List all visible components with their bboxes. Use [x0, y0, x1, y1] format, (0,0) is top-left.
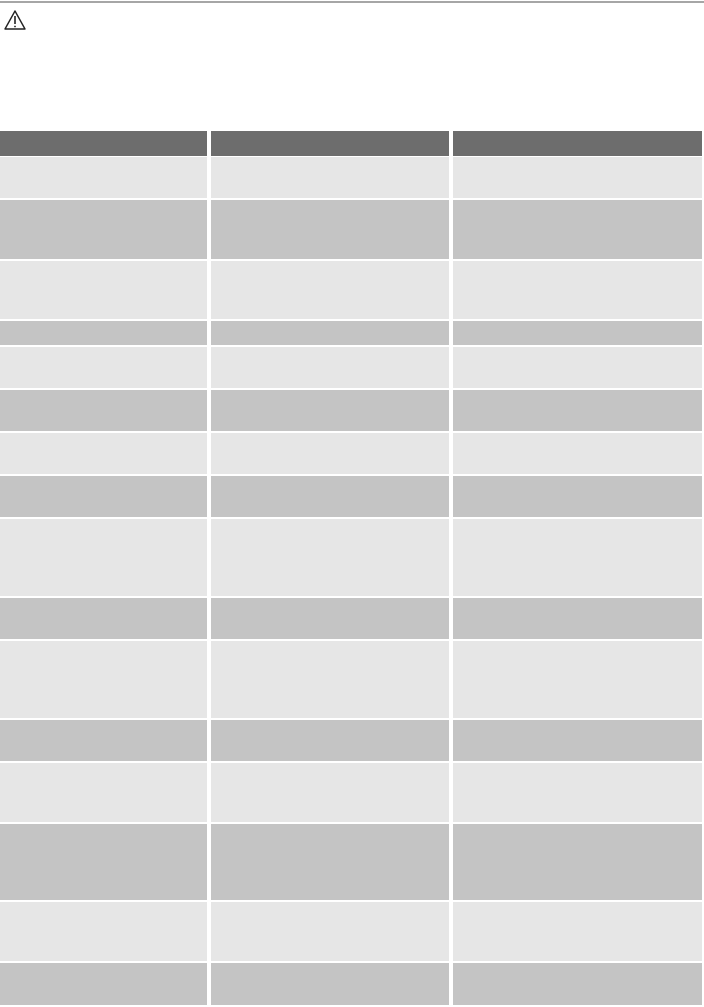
- cell: [211, 763, 449, 822]
- warning-triangle: [4, 10, 26, 30]
- cell: [0, 763, 207, 822]
- cell: [0, 261, 207, 319]
- cell: [211, 347, 449, 388]
- cell: [453, 347, 702, 388]
- cell: [0, 824, 207, 900]
- cell: [211, 476, 449, 517]
- cell: [211, 963, 449, 1005]
- cell: [453, 598, 702, 639]
- header-cell: [211, 131, 449, 156]
- table-header: [0, 131, 702, 156]
- cell: [211, 390, 449, 431]
- cell: [211, 902, 449, 961]
- cell: [0, 321, 207, 345]
- cell: [0, 390, 207, 431]
- cell: [453, 157, 702, 198]
- cell: [453, 720, 702, 761]
- table-body: [0, 157, 702, 1005]
- cell: [453, 763, 702, 822]
- cell: [0, 519, 207, 596]
- cell: [453, 261, 702, 319]
- cell: [0, 641, 207, 718]
- cell: [211, 720, 449, 761]
- cell: [453, 390, 702, 431]
- cell: [0, 963, 207, 1005]
- cell: [0, 902, 207, 961]
- cell: [0, 200, 207, 259]
- cell: [453, 200, 702, 259]
- cell: [0, 598, 207, 639]
- warning-dot: [14, 25, 16, 28]
- cell: [211, 200, 449, 259]
- cell: [0, 476, 207, 517]
- cell: [453, 824, 702, 900]
- cell: [211, 824, 449, 900]
- cell: [211, 433, 449, 474]
- warning-icon: [4, 10, 26, 30]
- cell: [0, 433, 207, 474]
- cell: [211, 519, 449, 596]
- cell: [453, 902, 702, 961]
- cell: [453, 641, 702, 718]
- cell: [211, 321, 449, 345]
- cell: [453, 433, 702, 474]
- header-cell: [0, 131, 207, 156]
- cell: [0, 347, 207, 388]
- cell: [211, 157, 449, 198]
- cell: [453, 963, 702, 1005]
- cell: [211, 598, 449, 639]
- table: [0, 131, 702, 1005]
- header-cell: [453, 131, 702, 156]
- cell: [453, 519, 702, 596]
- cell: [0, 720, 207, 761]
- cell: [453, 476, 702, 517]
- cell: [453, 321, 702, 345]
- cell: [0, 157, 207, 198]
- cell: [211, 641, 449, 718]
- cell: [211, 261, 449, 319]
